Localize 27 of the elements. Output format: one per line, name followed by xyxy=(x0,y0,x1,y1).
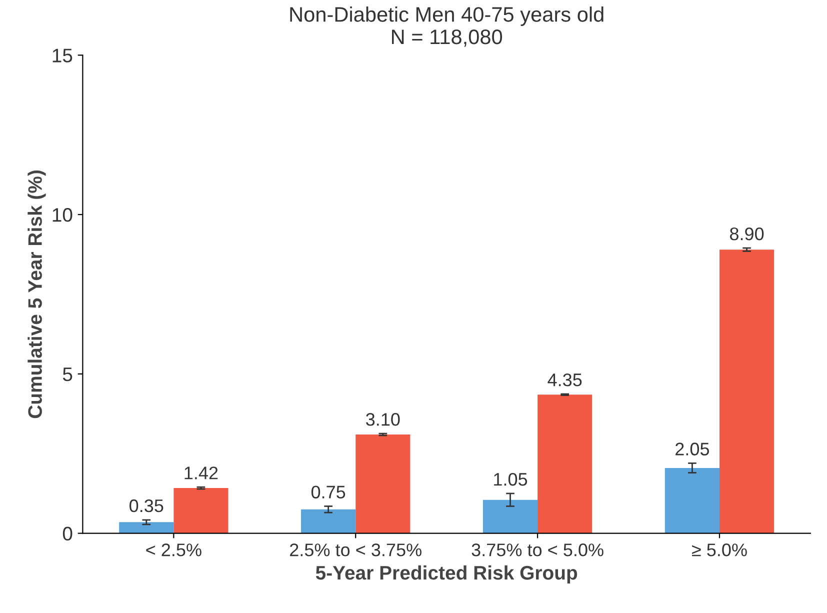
y-tick-label: 15 xyxy=(52,48,72,62)
data-label: 2.05 xyxy=(676,442,710,456)
x-tick-label: ≥ 5.0% xyxy=(692,544,747,556)
data-label: 4.35 xyxy=(548,373,582,386)
data-label: 0.35 xyxy=(130,499,164,512)
data-label: 1.42 xyxy=(184,466,218,480)
y-tick-label: 0 xyxy=(62,526,72,541)
x-axis-title: 5-Year Predicted Risk Group xyxy=(316,565,578,584)
y-tick-label: 5 xyxy=(62,368,72,382)
bar xyxy=(174,488,228,534)
data-label: 3.10 xyxy=(366,413,400,426)
bar xyxy=(119,522,174,534)
data-label: 1.05 xyxy=(494,472,528,486)
bar xyxy=(664,468,720,534)
chart-title: Non-Diabetic Men 40-75 years old N = 118,080 xyxy=(290,6,604,47)
bar xyxy=(538,394,592,534)
bar xyxy=(482,500,538,534)
x-tick-label: 3.75% to < 5.0% xyxy=(472,544,604,556)
bar xyxy=(719,250,774,534)
data-label: 0.75 xyxy=(311,486,346,498)
bar xyxy=(301,509,356,534)
bar xyxy=(356,434,410,534)
x-tick-label: < 2.5% xyxy=(146,544,202,556)
x-tick-label: 2.5% to < 3.75% xyxy=(290,544,422,556)
data-label: 8.90 xyxy=(730,228,764,240)
y-tick-label: 10 xyxy=(52,208,72,222)
y-axis-title: Cumulative 5 Year Risk (%) xyxy=(28,170,46,418)
